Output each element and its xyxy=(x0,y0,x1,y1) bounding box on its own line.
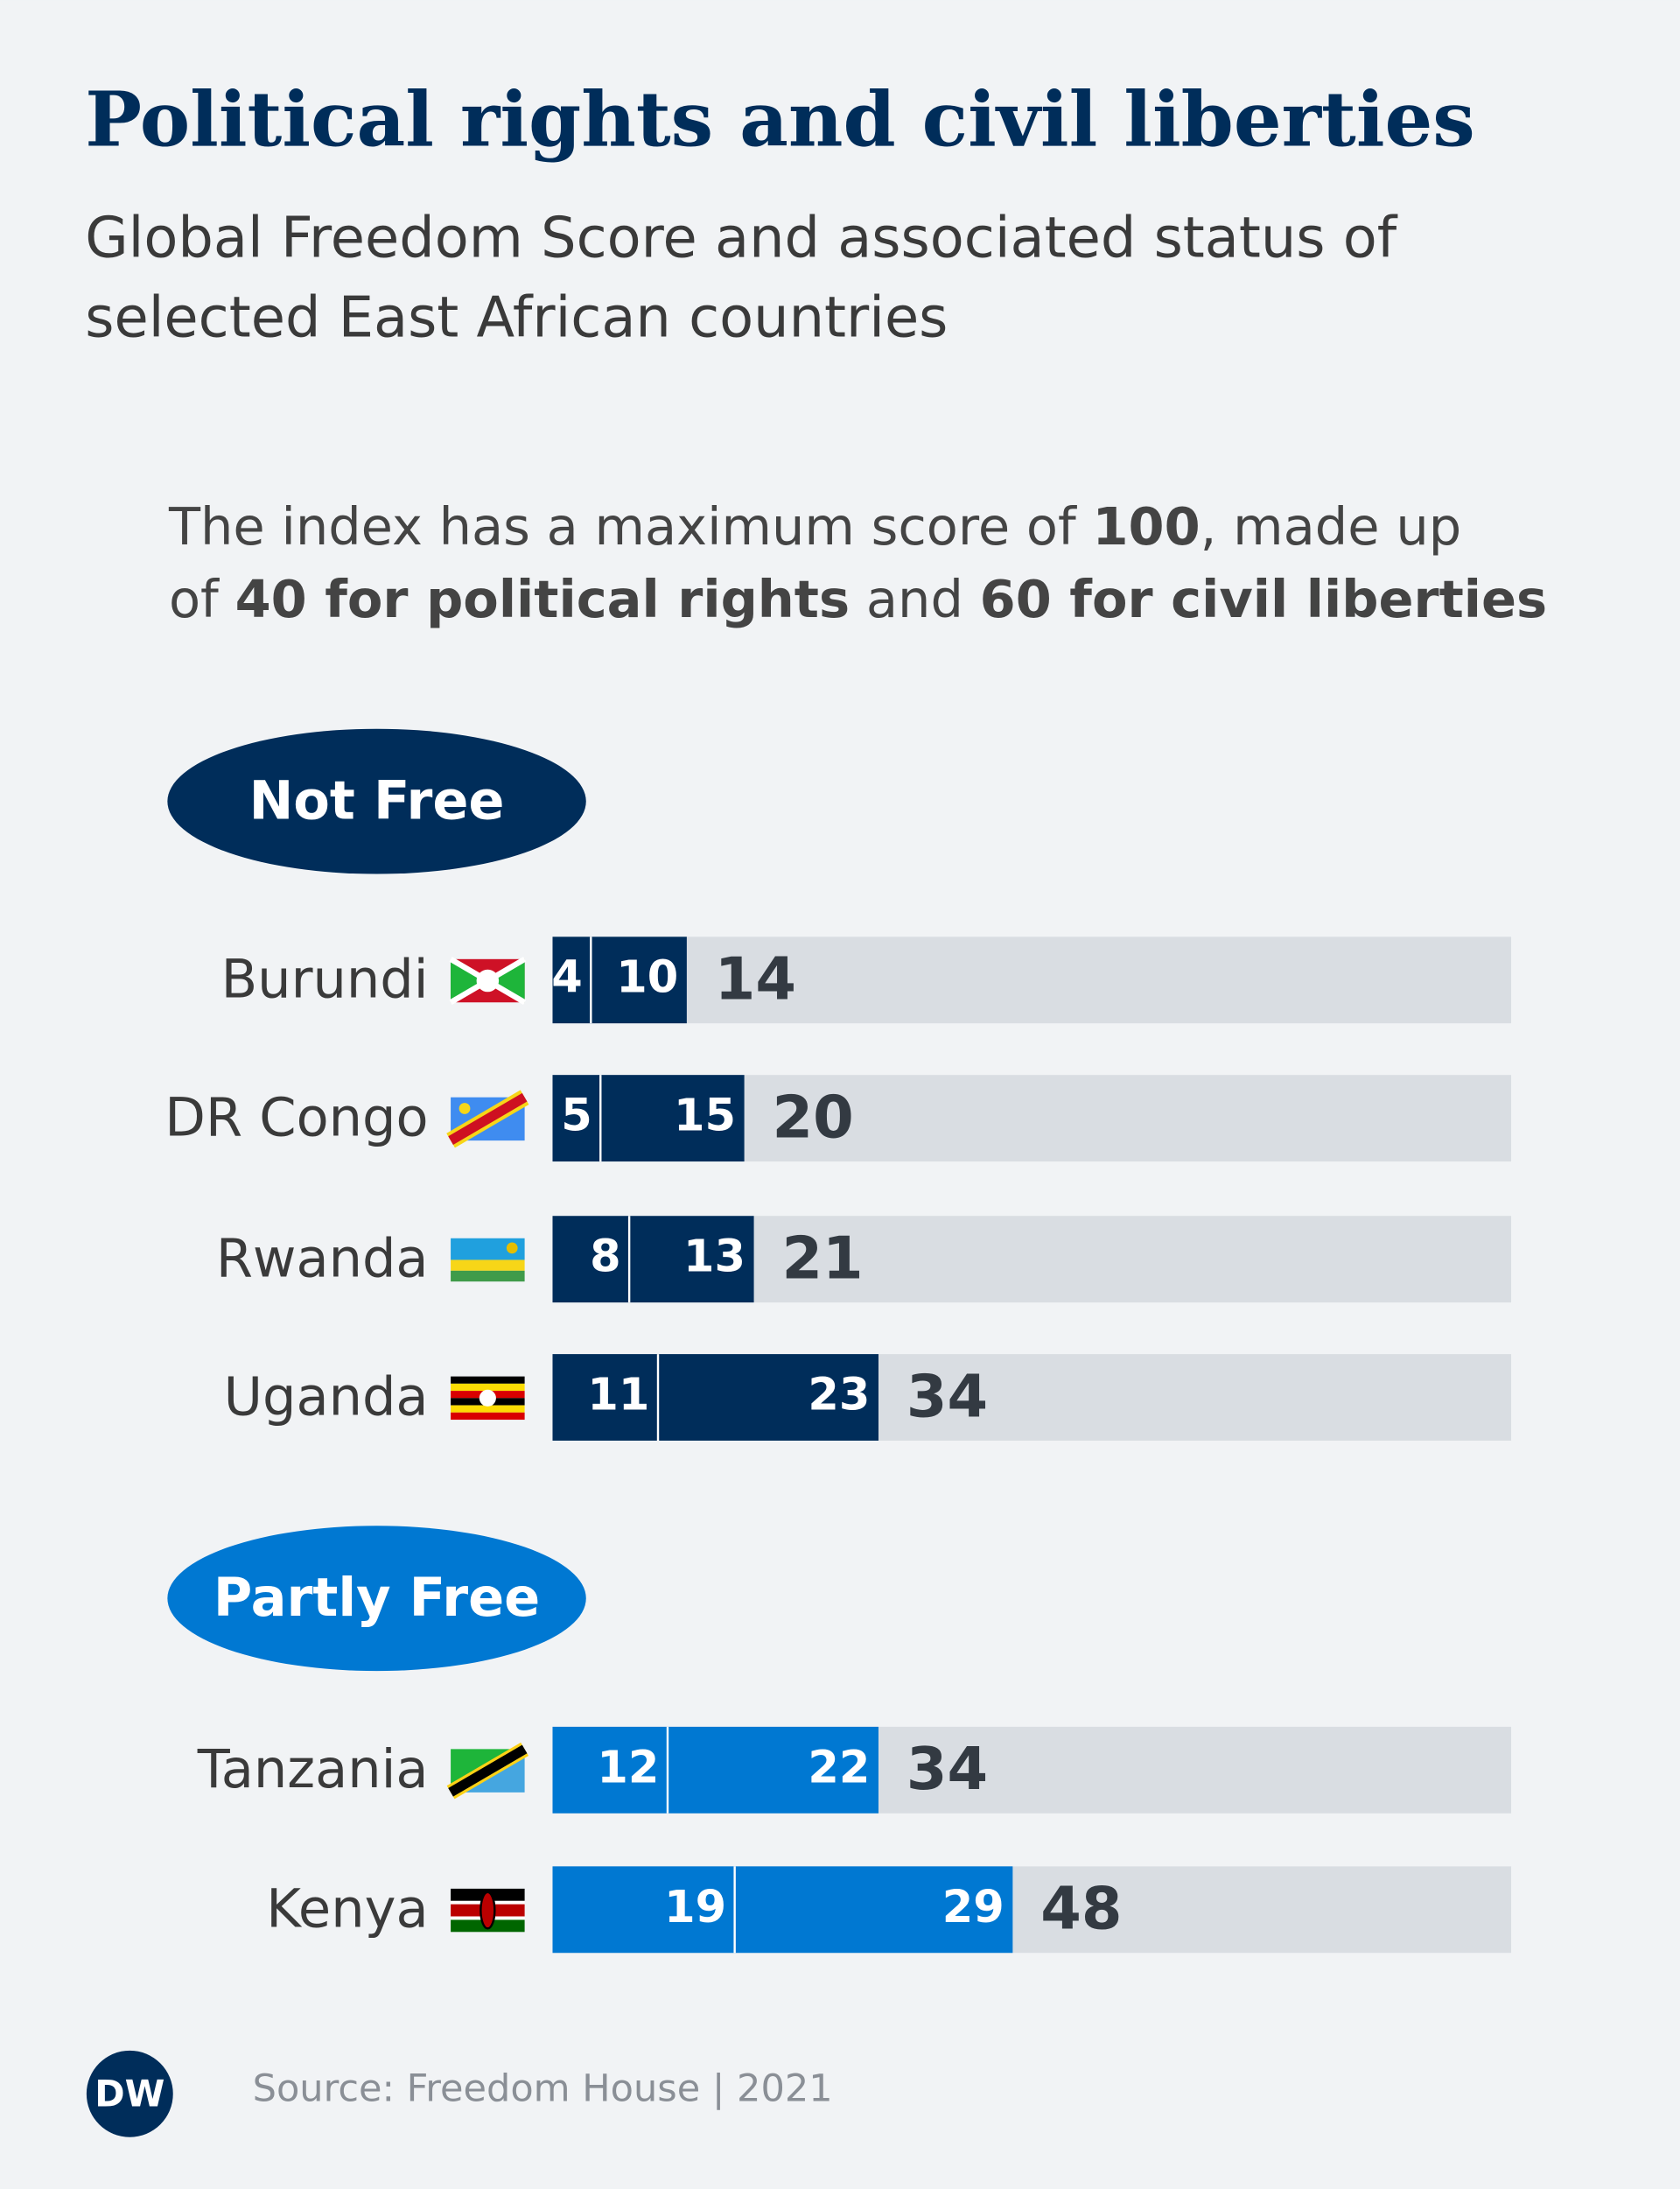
flag xyxy=(476,969,500,993)
bar-segment xyxy=(552,1866,735,1954)
flag xyxy=(451,1259,525,1271)
flag xyxy=(451,1238,525,1282)
status-pill xyxy=(167,728,586,874)
flag xyxy=(451,1270,525,1282)
status-label: Partly Free xyxy=(214,1568,540,1629)
total-label: 20 xyxy=(772,1083,853,1151)
flag xyxy=(446,1090,529,1148)
flag xyxy=(451,1888,525,1933)
note-part: and xyxy=(850,569,980,629)
bar-segment xyxy=(629,1216,754,1303)
flag xyxy=(487,958,525,1003)
flag xyxy=(451,1376,525,1421)
value-label: 8 xyxy=(590,1231,621,1283)
subtitle: selected East African countries xyxy=(85,286,948,351)
bar-segment xyxy=(552,937,592,1024)
country-label: Rwanda xyxy=(216,1228,429,1289)
value-label: 23 xyxy=(808,1370,870,1421)
bar-segment xyxy=(734,1866,1013,1954)
country-label: Tanzania xyxy=(197,1739,429,1800)
chart-title: Political rights and civil liberties xyxy=(85,75,1475,164)
country-label: Burundi xyxy=(221,950,429,1011)
bar-segment xyxy=(552,1726,668,1814)
bar-background xyxy=(552,937,1512,1024)
subtitle: Global Freedom Score and associated stat… xyxy=(85,207,1398,271)
flag xyxy=(448,1092,528,1145)
note-part: The index has a maximum score of xyxy=(168,496,1093,557)
bar-segment xyxy=(658,1354,878,1441)
bar-segment xyxy=(667,1726,878,1814)
flag xyxy=(451,1405,525,1413)
source: Source: Freedom House | 2021 xyxy=(253,2067,833,2111)
total-label: 14 xyxy=(715,944,796,1013)
note-part: 60 for civil liberties xyxy=(980,569,1547,629)
flag xyxy=(479,1389,496,1407)
flag xyxy=(451,1412,525,1421)
flag xyxy=(451,1376,525,1384)
country-label: Uganda xyxy=(224,1366,429,1428)
total-label: 34 xyxy=(906,1735,988,1803)
value-label: 15 xyxy=(674,1091,736,1142)
bar-segment xyxy=(552,1075,601,1162)
value-label: 10 xyxy=(616,952,678,1004)
value-label: 5 xyxy=(561,1091,592,1142)
value-label: 11 xyxy=(587,1370,649,1421)
flag xyxy=(451,1383,525,1392)
logo-circle xyxy=(86,2050,173,2137)
flag xyxy=(451,958,488,1003)
value-label: 13 xyxy=(683,1231,746,1283)
status-pill xyxy=(167,1526,586,1672)
value-label: 12 xyxy=(597,1742,659,1793)
value-label: 22 xyxy=(808,1742,870,1793)
note-part: 40 for political rights xyxy=(235,569,850,629)
note: of 40 for political rights and 60 for ci… xyxy=(169,569,1547,629)
bar-segment xyxy=(552,1216,630,1303)
status-label: Not Free xyxy=(249,770,505,831)
note-part: , made up xyxy=(1200,496,1462,557)
total-label: 48 xyxy=(1040,1875,1122,1943)
value-label: 4 xyxy=(551,952,583,1004)
flag xyxy=(446,1742,529,1800)
logo: DW xyxy=(94,2073,164,2115)
bar-segment xyxy=(591,937,687,1024)
value-label: 19 xyxy=(664,1882,726,1933)
note-part: 100 xyxy=(1093,496,1200,557)
flag xyxy=(506,1242,518,1254)
total-label: 21 xyxy=(781,1224,863,1292)
bar-segment xyxy=(600,1075,745,1162)
note-part: of xyxy=(169,569,235,629)
country-label: DR Congo xyxy=(164,1087,428,1148)
total-label: 34 xyxy=(906,1362,988,1430)
country-label: Kenya xyxy=(266,1879,428,1940)
bar-segment xyxy=(552,1354,659,1441)
note: The index has a maximum score of 100, ma… xyxy=(168,496,1461,557)
flag xyxy=(480,1891,496,1930)
value-label: 29 xyxy=(942,1882,1004,1933)
flag xyxy=(449,957,527,1006)
flag xyxy=(448,1744,528,1797)
flag xyxy=(458,1103,471,1114)
